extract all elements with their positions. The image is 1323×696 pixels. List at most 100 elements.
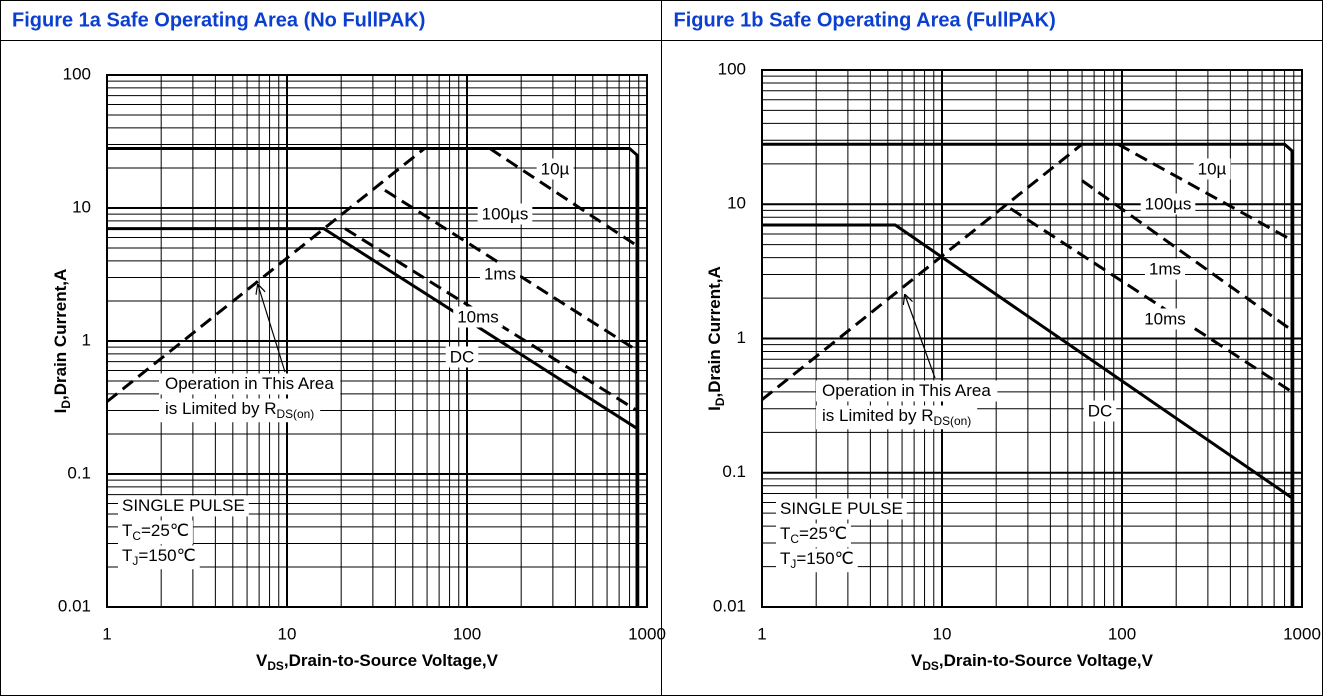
rds-note-line-main: Operation in This Area bbox=[165, 374, 334, 393]
label-background bbox=[159, 373, 341, 395]
chart-title: Figure 1a Safe Operating Area (No FullPA… bbox=[12, 9, 425, 31]
x-axis-label-sub: DS bbox=[267, 659, 284, 673]
label-background bbox=[1140, 193, 1196, 215]
label-background bbox=[816, 405, 978, 430]
label-background bbox=[477, 203, 533, 225]
label-background bbox=[536, 158, 574, 180]
chart-title: Figure 1b Safe Operating Area (FullPAK) bbox=[674, 9, 1056, 31]
soa-curve bbox=[489, 147, 638, 248]
rds-note-line-main: is Limited by R bbox=[165, 399, 276, 418]
annotation-arrow bbox=[905, 295, 936, 379]
x-tick-label: 1 bbox=[102, 624, 111, 643]
y-tick-label: 100 bbox=[63, 64, 91, 83]
y-tick-label: 1 bbox=[82, 330, 91, 349]
y-axis-label-sub: D bbox=[713, 397, 727, 406]
y-axis-label: ID,Drain Current,A bbox=[705, 266, 727, 411]
x-tick-label: 10 bbox=[278, 624, 297, 643]
curve-label: 100µs bbox=[1145, 194, 1192, 213]
soa-curve bbox=[761, 143, 1084, 401]
y-tick-label: 0.1 bbox=[722, 462, 746, 481]
x-axis-label-main: V bbox=[911, 651, 923, 670]
y-axis-label-main: I bbox=[51, 409, 70, 414]
pulse-note-line: SINGLE PULSE bbox=[780, 499, 903, 518]
rds-note-line: Operation in This Area bbox=[822, 381, 991, 400]
curve-label: 10ms bbox=[1144, 309, 1186, 328]
x-tick-label: 1 bbox=[757, 624, 766, 643]
pulse-note-line-main: SINGLE PULSE bbox=[122, 496, 245, 515]
label-background bbox=[1140, 308, 1190, 330]
pulse-note-line-main: SINGLE PULSE bbox=[780, 499, 903, 518]
y-tick-label: 0.1 bbox=[67, 463, 91, 482]
plot-frame bbox=[761, 69, 1303, 608]
y-axis-label-tail: ,Drain Current,A bbox=[51, 269, 70, 400]
curve-label: 100µs bbox=[482, 204, 529, 223]
x-tick-label: 100 bbox=[453, 624, 481, 643]
rds-note-line-sub: DS(on) bbox=[933, 414, 971, 428]
curve-label: 10ms bbox=[457, 307, 499, 326]
label-background bbox=[816, 380, 998, 402]
pulse-note-line-tail: =25℃ bbox=[141, 521, 189, 540]
soa-curve bbox=[106, 147, 426, 403]
x-axis-label-main: V bbox=[256, 651, 268, 670]
y-tick-label: 10 bbox=[72, 197, 91, 216]
y-tick-label: 0.01 bbox=[58, 596, 91, 615]
y-tick-label: 1 bbox=[737, 328, 746, 347]
annotation-arrow bbox=[258, 285, 286, 373]
y-axis-label-tail: ,Drain Current,A bbox=[705, 266, 724, 397]
label-background bbox=[479, 263, 521, 285]
y-tick-label: 0.01 bbox=[713, 596, 746, 615]
x-tick-label: 1000 bbox=[628, 624, 666, 643]
y-tick-label: 100 bbox=[718, 59, 746, 78]
curve-label: DC bbox=[1088, 401, 1113, 420]
curve-label: 10µ bbox=[541, 159, 570, 178]
x-tick-label: 10 bbox=[933, 624, 952, 643]
pulse-note-line-sub: C bbox=[132, 529, 141, 543]
rds-note-line: Operation in This Area bbox=[165, 374, 334, 393]
x-tick-label: 100 bbox=[1108, 624, 1136, 643]
pulse-note-line: TJ=150℃ bbox=[780, 549, 854, 571]
pulse-note-line: TC=25℃ bbox=[780, 524, 847, 546]
label-background bbox=[776, 498, 907, 520]
soa-curve bbox=[1009, 207, 1293, 394]
rds-note-line-main: is Limited by R bbox=[822, 406, 933, 425]
label-background bbox=[159, 398, 321, 423]
label-background bbox=[1144, 258, 1186, 280]
pulse-note-line-sub: J bbox=[790, 557, 796, 571]
y-tick-label: 10 bbox=[727, 194, 746, 213]
soa-curve bbox=[107, 227, 638, 430]
x-axis-label: VDS,Drain-to-Source Voltage,V bbox=[911, 651, 1154, 673]
pulse-note-line-main: T bbox=[122, 546, 132, 565]
plot-frame bbox=[106, 74, 648, 608]
x-axis-label: VDS,Drain-to-Source Voltage,V bbox=[256, 651, 499, 673]
label-background bbox=[776, 523, 851, 548]
pulse-note-line-tail: =150℃ bbox=[796, 549, 853, 568]
curve-label: 1ms bbox=[484, 264, 516, 283]
x-axis-label-sub: DS bbox=[922, 659, 939, 673]
soa-curve bbox=[107, 147, 639, 607]
pulse-note-line: TC=25℃ bbox=[122, 521, 189, 543]
soa-curve bbox=[762, 142, 1294, 607]
label-background bbox=[776, 548, 858, 573]
rds-note-line: is Limited by RDS(on) bbox=[822, 406, 971, 428]
pulse-note-line: SINGLE PULSE bbox=[122, 496, 245, 515]
rds-note-line-main: Operation in This Area bbox=[822, 381, 991, 400]
pulse-note-line-tail: =25℃ bbox=[799, 524, 847, 543]
pulse-note-line-sub: C bbox=[790, 532, 799, 546]
y-axis-label-sub: D bbox=[59, 400, 73, 409]
label-background bbox=[118, 495, 249, 517]
curve-label: 10µ bbox=[1198, 159, 1227, 178]
label-background bbox=[1083, 400, 1117, 422]
label-background bbox=[453, 306, 503, 328]
y-axis-label-main: I bbox=[705, 406, 724, 411]
x-tick-label: 1000 bbox=[1283, 624, 1321, 643]
chart: Figure 1b Safe Operating Area (FullPAK) 1… bbox=[674, 9, 1321, 673]
soa-curve bbox=[762, 223, 1293, 500]
y-axis-label: ID,Drain Current,A bbox=[51, 269, 73, 414]
pulse-note-line-main: T bbox=[780, 549, 790, 568]
pulse-note-line-tail: =150℃ bbox=[138, 546, 195, 565]
label-background bbox=[1193, 158, 1231, 180]
label-background bbox=[445, 346, 479, 368]
pulse-note-line: TJ=150℃ bbox=[122, 546, 196, 568]
